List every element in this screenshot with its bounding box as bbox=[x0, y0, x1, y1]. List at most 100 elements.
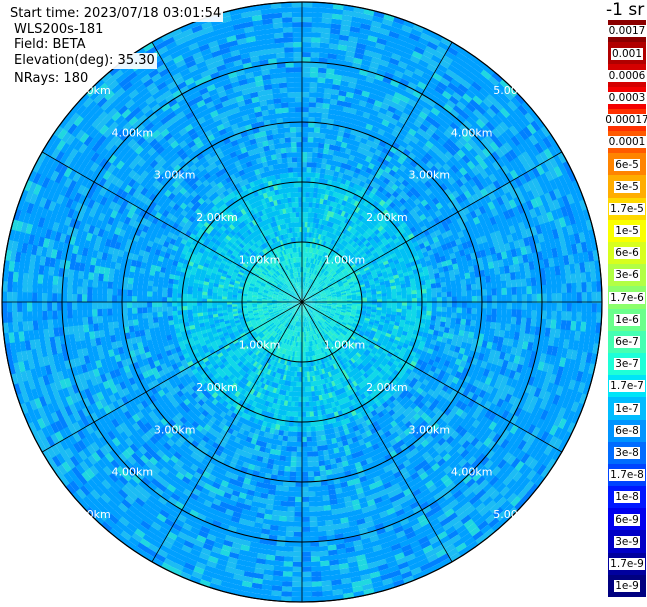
beta-cell bbox=[356, 297, 362, 301]
beta-cell bbox=[287, 312, 292, 317]
beta-cell bbox=[330, 310, 336, 313]
beta-cell bbox=[324, 321, 329, 326]
beta-cell bbox=[292, 289, 297, 295]
beta-cell bbox=[361, 297, 367, 301]
beta-cell bbox=[294, 272, 297, 278]
beta-cell bbox=[287, 296, 293, 299]
beta-cell bbox=[318, 279, 323, 284]
beta-cell bbox=[292, 309, 296, 314]
beta-cell bbox=[287, 298, 293, 300]
beta-cell bbox=[317, 285, 322, 290]
beta-cell bbox=[298, 306, 301, 312]
beta-cell bbox=[312, 312, 317, 316]
beta-cell bbox=[315, 283, 320, 288]
beta-cell bbox=[277, 297, 283, 300]
beta-cell bbox=[305, 295, 311, 300]
beta-cell bbox=[305, 305, 310, 309]
beta-cell bbox=[320, 308, 326, 312]
beta-cell bbox=[272, 307, 278, 310]
beta-cell bbox=[302, 302, 304, 307]
beta-cell bbox=[308, 325, 312, 331]
beta-cell bbox=[306, 302, 312, 305]
beta-cell bbox=[326, 307, 332, 310]
beta-cell bbox=[302, 217, 306, 223]
beta-cell bbox=[286, 281, 291, 287]
beta-cell bbox=[322, 285, 328, 289]
beta-cell bbox=[294, 295, 299, 299]
beta-cell bbox=[295, 277, 298, 283]
beta-cell bbox=[316, 277, 320, 282]
beta-cell bbox=[305, 305, 310, 309]
beta-cell bbox=[167, 296, 173, 302]
beta-cell bbox=[287, 303, 293, 306]
beta-cell bbox=[284, 283, 289, 288]
beta-cell bbox=[314, 316, 319, 322]
beta-cell bbox=[278, 309, 284, 313]
beta-cell bbox=[294, 295, 299, 299]
beta-cell bbox=[307, 278, 310, 283]
beta-cell bbox=[317, 300, 322, 302]
beta-cell bbox=[326, 317, 332, 322]
beta-cell bbox=[310, 279, 313, 285]
beta-cell bbox=[296, 287, 299, 293]
beta-cell bbox=[299, 367, 302, 372]
beta-cell bbox=[307, 331, 310, 337]
beta-cell bbox=[316, 306, 322, 309]
beta-cell bbox=[292, 273, 296, 279]
beta-cell bbox=[288, 306, 293, 309]
beta-cell bbox=[285, 310, 290, 314]
beta-cell bbox=[302, 167, 308, 173]
beta-cell bbox=[306, 296, 311, 300]
beta-cell bbox=[297, 411, 302, 417]
beta-cell bbox=[326, 293, 332, 296]
beta-cell bbox=[304, 306, 308, 311]
beta-cell bbox=[308, 401, 313, 407]
beta-cell bbox=[292, 290, 296, 295]
beta-cell bbox=[292, 297, 298, 301]
beta-cell bbox=[316, 328, 320, 333]
beta-cell bbox=[292, 315, 296, 320]
beta-cell bbox=[297, 292, 300, 298]
beta-cell bbox=[192, 297, 198, 302]
beta-cell bbox=[311, 305, 317, 308]
beta-cell bbox=[288, 286, 293, 291]
beta-cell bbox=[302, 212, 306, 218]
beta-cell bbox=[315, 307, 321, 311]
beta-cell bbox=[172, 305, 178, 312]
beta-cell bbox=[308, 320, 312, 326]
beta-cell bbox=[305, 421, 311, 427]
beta-cell bbox=[311, 299, 317, 301]
beta-cell bbox=[311, 304, 317, 307]
beta-cell bbox=[278, 291, 284, 295]
beta-cell bbox=[311, 330, 314, 336]
beta-cell bbox=[311, 306, 316, 309]
beta-cell bbox=[295, 326, 298, 332]
beta-cell bbox=[291, 320, 295, 326]
beta-cell bbox=[317, 302, 322, 304]
beta-cell bbox=[288, 274, 292, 280]
beta-cell bbox=[293, 315, 297, 321]
beta-cell bbox=[292, 325, 296, 331]
beta-cell bbox=[317, 313, 323, 318]
beta-cell bbox=[293, 310, 297, 315]
beta-cell bbox=[302, 162, 308, 168]
beta-cell bbox=[316, 315, 321, 320]
beta-cell bbox=[304, 331, 306, 337]
beta-cell bbox=[311, 295, 316, 298]
beta-cell bbox=[311, 305, 317, 308]
beta-cell bbox=[306, 298, 312, 301]
beta-cell bbox=[306, 303, 312, 306]
beta-cell bbox=[177, 305, 183, 311]
beta-cell bbox=[311, 303, 317, 305]
beta-cell bbox=[311, 274, 315, 280]
beta-cell bbox=[295, 305, 300, 311]
beta-cell bbox=[277, 295, 283, 298]
beta-cell bbox=[303, 282, 305, 288]
beta-cell bbox=[280, 280, 285, 285]
beta-cell bbox=[305, 416, 311, 422]
beta-cell bbox=[272, 294, 278, 297]
beta-cell bbox=[287, 299, 293, 301]
beta-cell bbox=[297, 282, 300, 288]
beta-cell bbox=[295, 321, 298, 327]
